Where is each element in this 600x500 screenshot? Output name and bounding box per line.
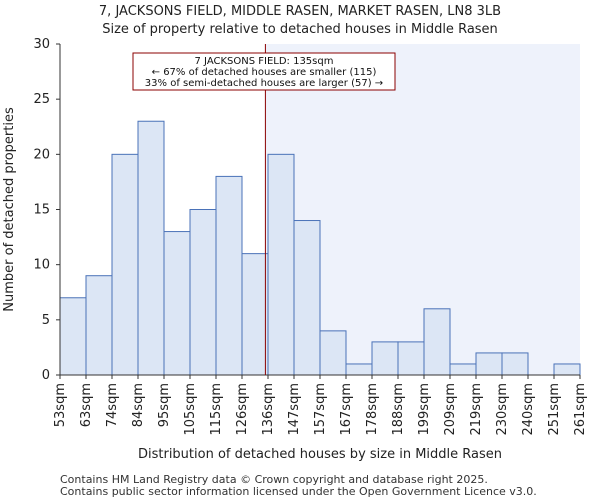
annotation-line-2: ← 67% of detached houses are smaller (11… <box>152 67 377 78</box>
histogram-bar <box>241 253 269 376</box>
y-tick-label: 5 <box>42 313 50 328</box>
histogram-bar <box>319 330 347 376</box>
histogram-bar <box>111 153 139 376</box>
x-tick-label: 251sqm <box>547 383 562 436</box>
x-tick-label: 63sqm <box>79 383 94 427</box>
histogram-bar <box>397 341 425 376</box>
histogram-bar <box>293 220 321 376</box>
annotation-box <box>132 52 396 91</box>
x-tick-label: 230sqm <box>495 383 510 436</box>
chart-title-line1: 7, JACKSONS FIELD, MIDDLE RASEN, MARKET … <box>98 4 502 19</box>
histogram-bar <box>371 341 399 376</box>
histogram-bar <box>449 363 477 376</box>
x-tick-label: 157sqm <box>313 383 328 436</box>
x-tick-label: 95sqm <box>157 383 172 427</box>
histogram-bar <box>553 363 581 376</box>
y-tick-label: 10 <box>33 258 50 273</box>
x-tick-label: 147sqm <box>287 383 302 436</box>
x-tick-label: 199sqm <box>417 383 432 436</box>
x-tick-label: 115sqm <box>209 383 224 436</box>
histogram-bar <box>137 120 165 376</box>
x-tick-label: 209sqm <box>443 383 458 436</box>
histogram-bar <box>475 352 503 376</box>
histogram-bar <box>85 275 113 376</box>
histogram-bar <box>267 153 295 376</box>
x-tick-label: 261sqm <box>573 383 588 436</box>
x-tick-label: 219sqm <box>469 383 484 436</box>
footer-licence: Contains public sector information licen… <box>60 485 537 498</box>
x-tick-label: 105sqm <box>183 383 198 436</box>
x-tick-label: 74sqm <box>105 383 120 427</box>
x-axis-title: Distribution of detached houses by size … <box>138 447 502 462</box>
x-tick-label: 240sqm <box>521 383 536 436</box>
x-tick-label: 84sqm <box>131 383 146 427</box>
annotation-line-3: 33% of semi-detached houses are larger (… <box>145 78 383 89</box>
footer-copyright: Contains HM Land Registry data © Crown c… <box>60 473 488 486</box>
x-tick-label: 126sqm <box>235 383 250 436</box>
x-tick-label: 188sqm <box>391 383 406 436</box>
histogram-bar <box>59 297 87 376</box>
x-tick-label: 167sqm <box>339 383 354 436</box>
histogram-bar <box>189 209 217 376</box>
y-tick-label: 25 <box>33 92 50 107</box>
histogram-bar <box>501 352 529 376</box>
x-tick-label: 53sqm <box>53 383 68 427</box>
histogram-bar <box>215 175 243 376</box>
histogram-bar <box>423 308 451 376</box>
annotation-line-1: 7 JACKSONS FIELD: 135sqm <box>195 56 334 67</box>
x-tick-label: 136sqm <box>261 383 276 436</box>
y-tick-label: 20 <box>33 147 50 162</box>
histogram-bar <box>163 231 191 376</box>
chart-title-line2: Size of property relative to detached ho… <box>102 22 498 37</box>
x-tick-label: 178sqm <box>365 383 380 436</box>
histogram-bar <box>345 363 373 376</box>
y-tick-label: 15 <box>33 203 50 218</box>
y-tick-label: 30 <box>33 37 50 52</box>
y-axis-title: Number of detached properties <box>2 107 17 312</box>
y-tick-label: 0 <box>42 368 50 383</box>
